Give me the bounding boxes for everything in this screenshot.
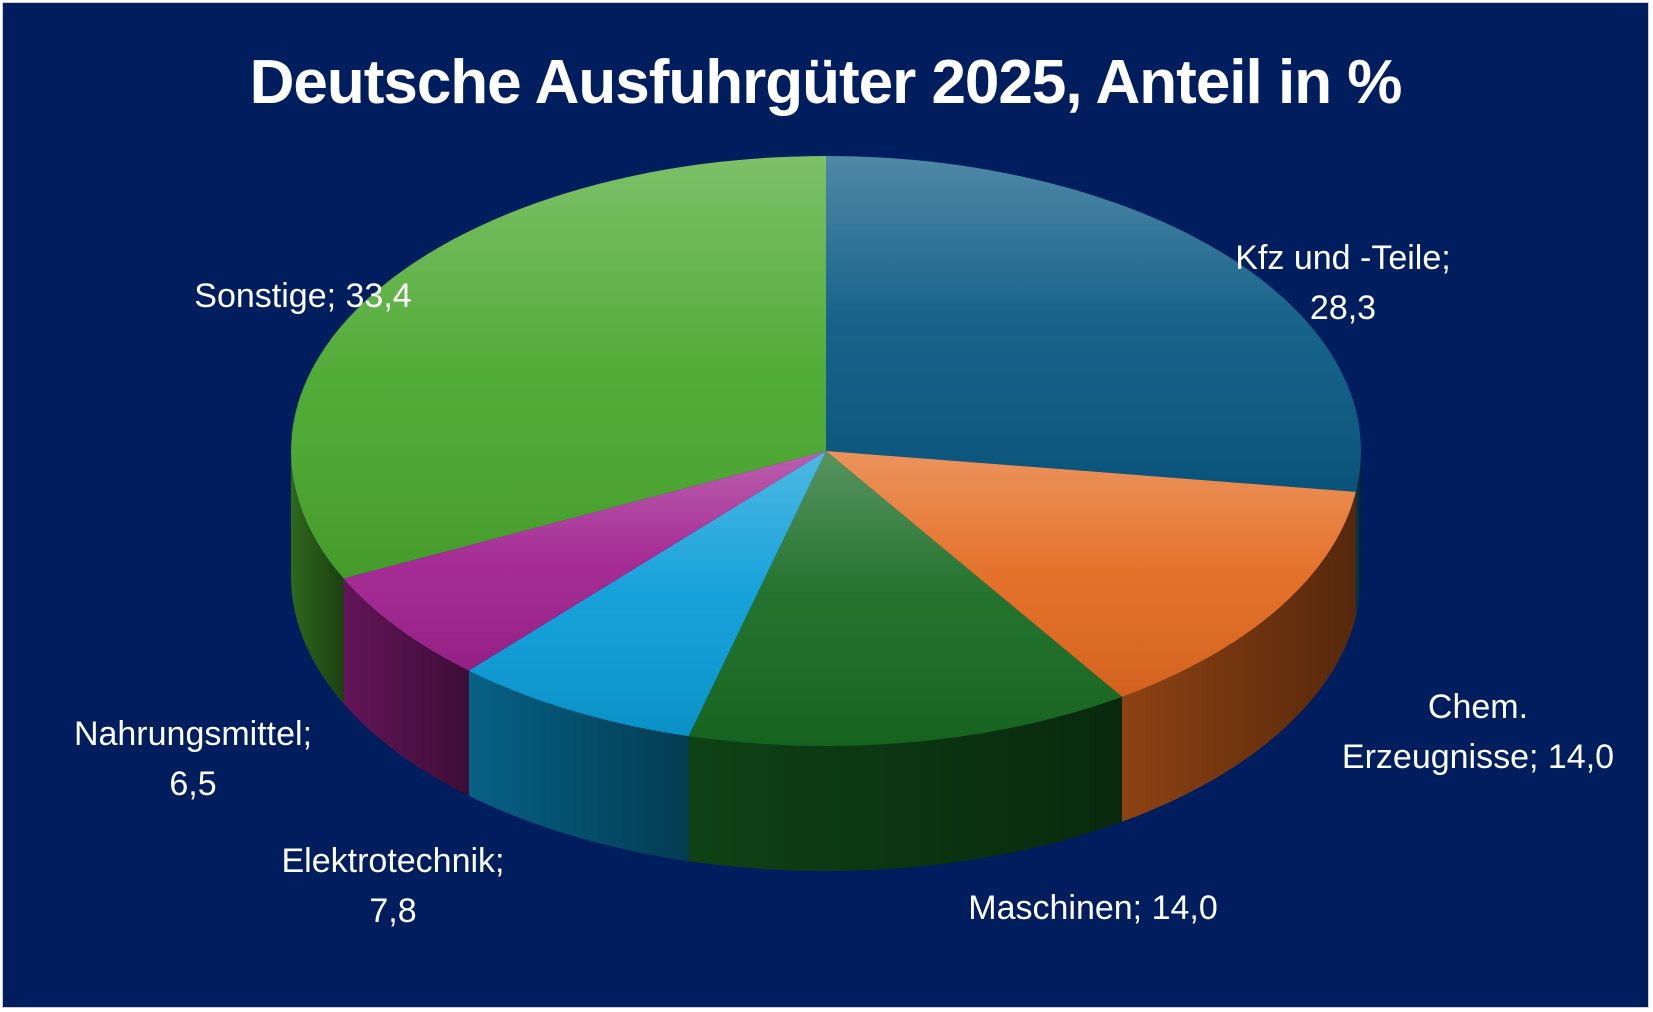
pie-slice-highlight — [468, 451, 826, 737]
data-label-nahrungsmittel: Nahrungsmittel; 6,5 — [43, 709, 343, 809]
data-label-elektrotechnik: Elektrotechnik; 7,8 — [243, 836, 543, 936]
pie-slice-highlight — [688, 451, 1122, 746]
data-label-line: Erzeugnisse; 14,0 — [1341, 738, 1615, 776]
data-label-kfz: Kfz und -Teile; 28,3 — [1193, 233, 1493, 333]
data-label-line: Chem. — [1427, 688, 1529, 726]
pie-chart — [291, 156, 1361, 871]
data-label-line: Sonstige; 33,4 — [194, 277, 412, 315]
pie-slice-side-sonstige — [291, 451, 344, 704]
data-label-line: 6,5 — [169, 765, 217, 803]
data-label-line: Maschinen; 14,0 — [968, 889, 1218, 927]
pie-slice-side-chem-erzeugnisse — [1121, 491, 1356, 822]
pie-slice-side-elektrotechnik — [468, 670, 689, 862]
chart-title: Deutsche Ausfuhrgüter 2025, Anteil in % — [249, 48, 1403, 117]
data-label-chem: Chem. Erzeugnisse; 14,0 — [1323, 682, 1633, 782]
pie-slice-side-kfz-und-teile — [1355, 451, 1361, 617]
data-label-sonstige: Sonstige; 33,4 — [153, 271, 453, 321]
data-label-line: 7,8 — [369, 892, 417, 930]
pie-slice-highlight — [343, 451, 826, 671]
data-label-line: 28,3 — [1309, 289, 1377, 327]
data-label-maschinen: Maschinen; 14,0 — [943, 883, 1243, 933]
pie-slice-highlight — [826, 451, 1356, 697]
data-label-line: Elektrotechnik; — [281, 842, 505, 880]
data-label-line: Kfz und -Teile; — [1235, 239, 1451, 277]
pie-slice-side-maschinen — [688, 696, 1122, 871]
pie-slice-highlight — [826, 156, 1361, 492]
data-label-line: Nahrungsmittel; — [73, 715, 313, 753]
pie-slice-highlight — [291, 156, 826, 579]
pie-slice-side-nahrungsmittel — [343, 578, 469, 796]
